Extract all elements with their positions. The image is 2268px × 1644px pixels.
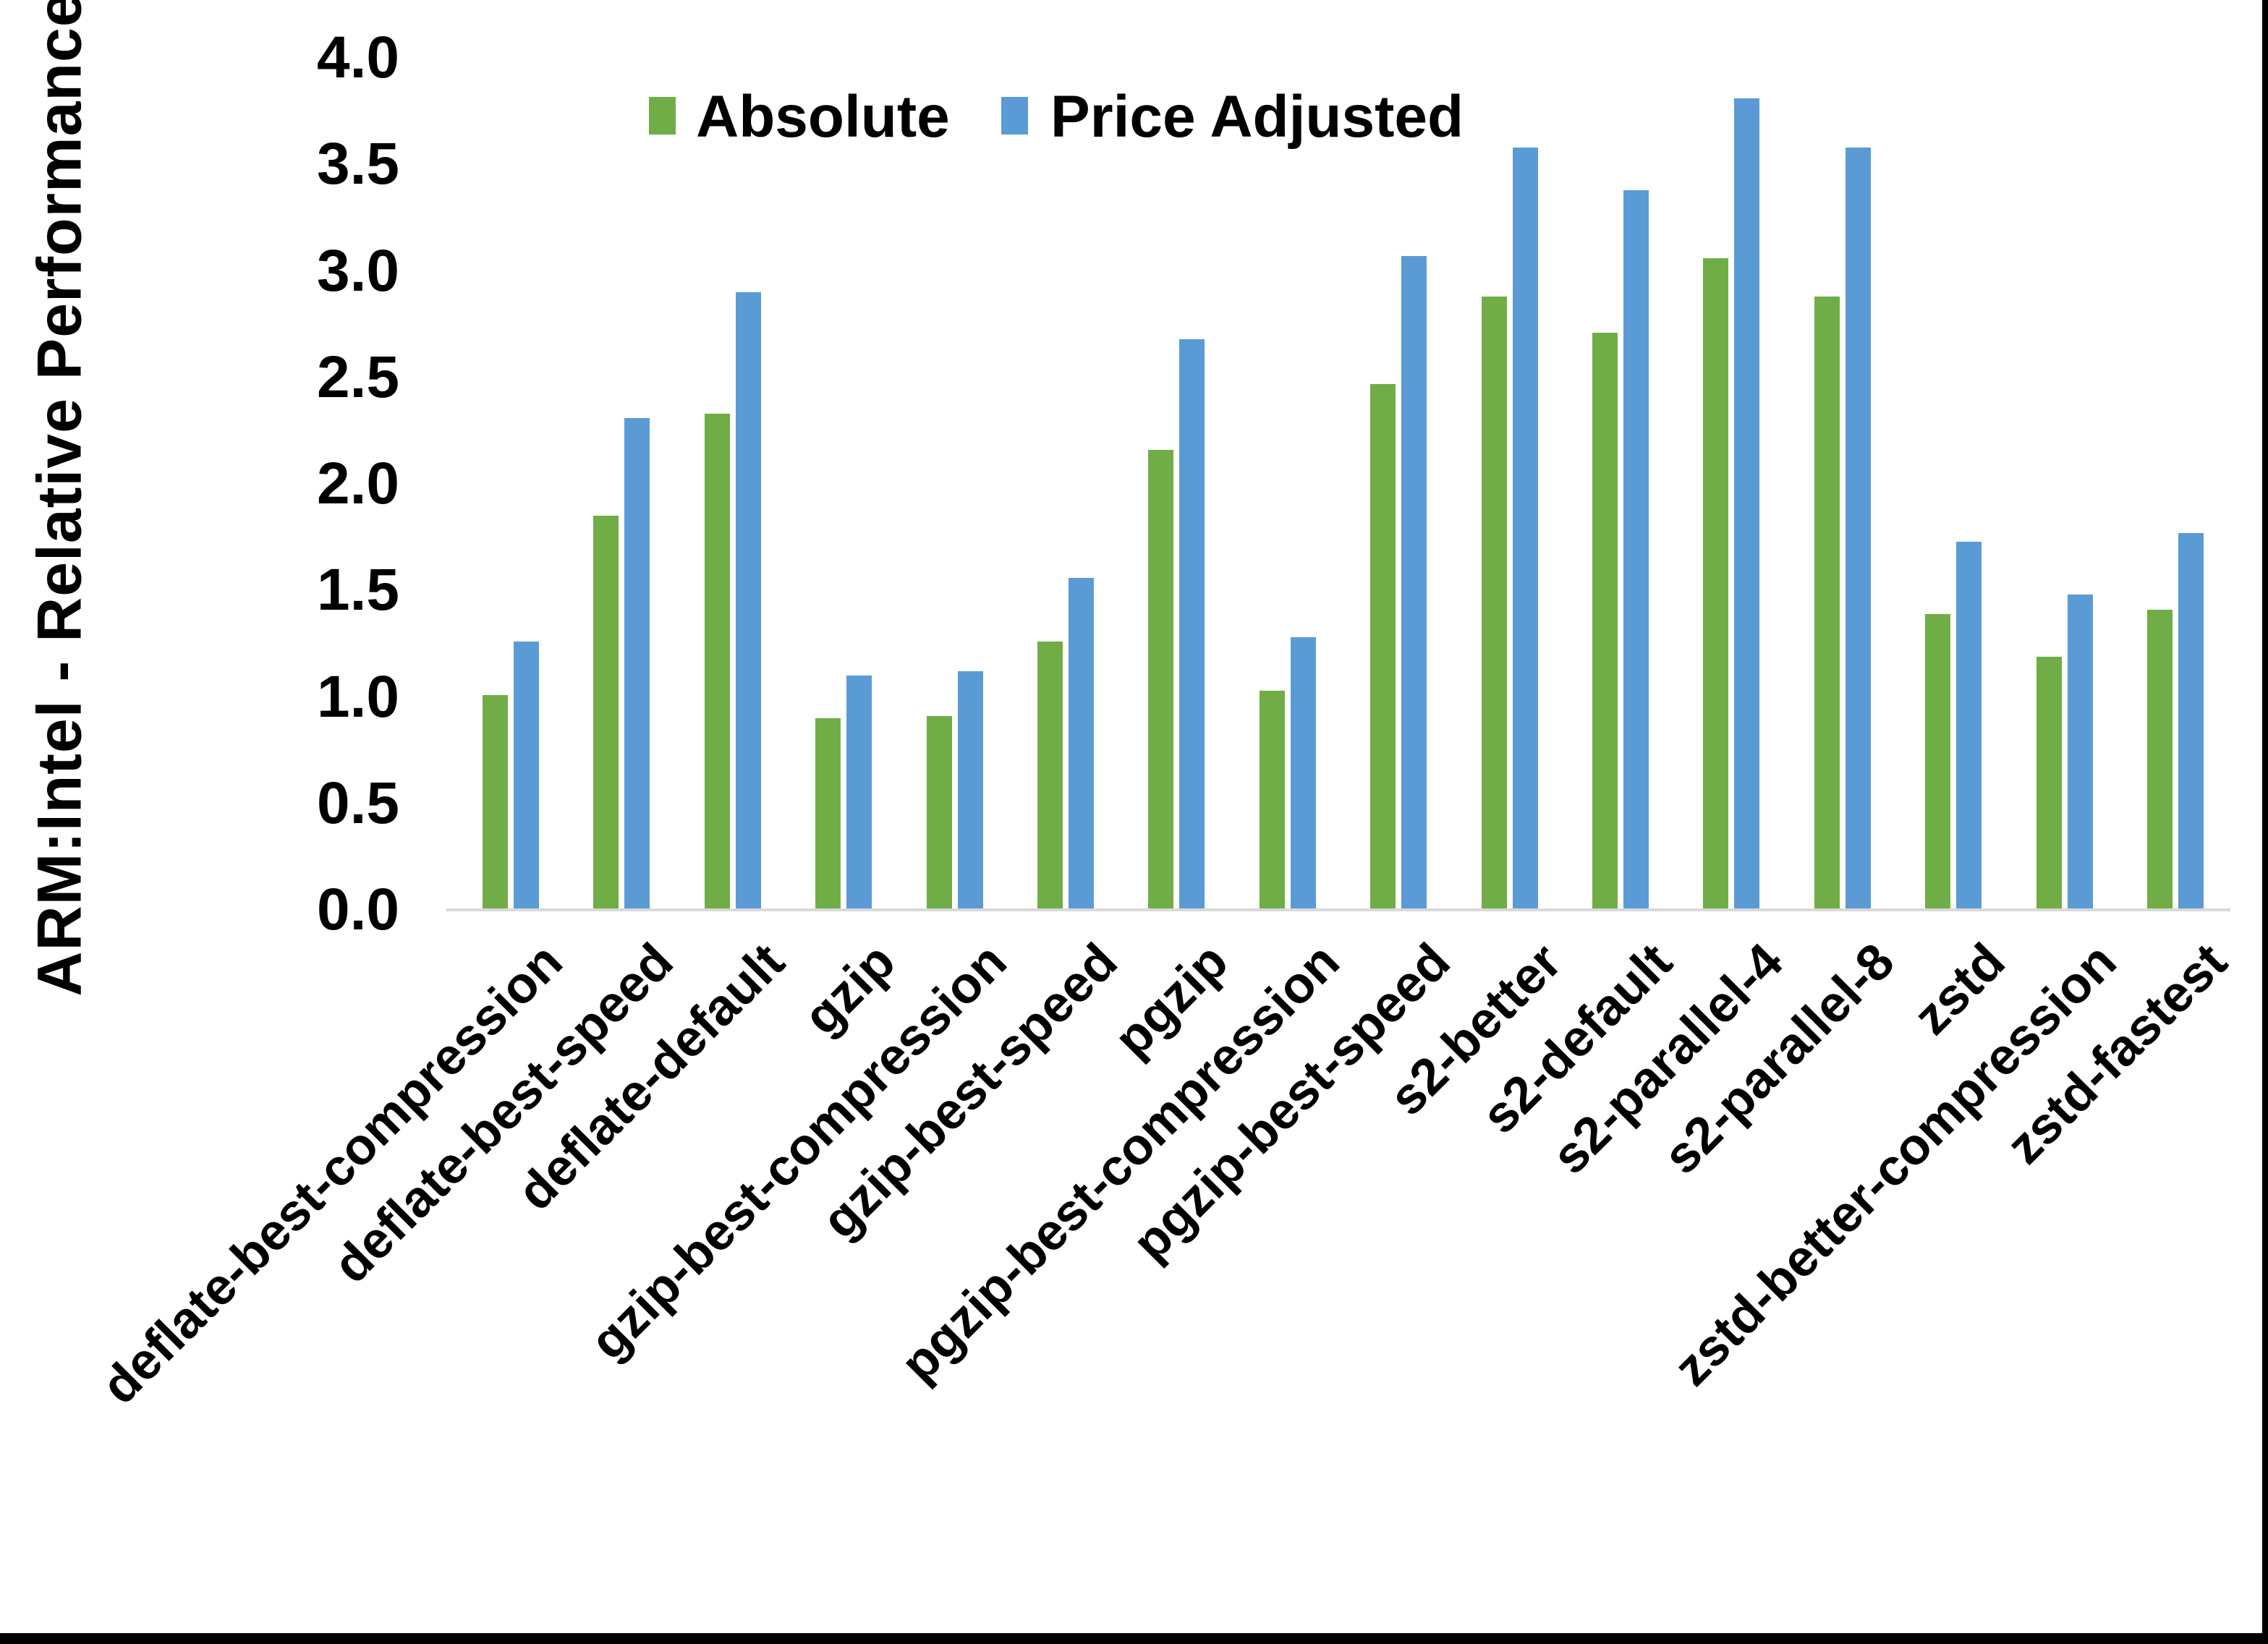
bar-pgzip-best-compression-absolute [1259,690,1285,910]
bar-deflate-best-compression-absolute [483,694,508,910]
bar-zstd-fastest-price-adjusted [2178,532,2204,910]
legend-swatch-price-adjusted-icon [1001,97,1028,135]
bar-s2-default-price-adjusted [1623,189,1649,910]
y-tick-label-2.0: 2.0 [317,451,399,516]
y-tick-label-3.5: 3.5 [317,131,399,197]
figure-border-bottom [0,1633,2268,1644]
bar-deflate-best-speed-price-adjusted [624,417,650,910]
bar-deflate-default-absolute [704,413,730,910]
legend-swatch-absolute-icon [649,97,676,135]
bar-s2-better-price-adjusted [1512,147,1538,910]
y-tick-label-0.0: 0.0 [317,877,399,942]
bar-deflate-best-speed-absolute [593,516,619,910]
bar-gzip-absolute [815,717,841,910]
y-tick-label-4.0: 4.0 [317,25,399,90]
bar-gzip-best-compression-price-adjusted [957,671,983,910]
bar-pgzip-absolute [1148,449,1174,910]
bar-s2-parallel-4-price-adjusted [1734,98,1760,910]
y-axis-title: ARM:Intel - Relative Performance [25,0,95,997]
bar-zstd-price-adjusted [1956,541,1982,910]
bar-deflate-default-price-adjusted [735,291,761,910]
bar-s2-parallel-4-absolute [1703,257,1729,910]
y-tick-label-1.0: 1.0 [317,663,399,730]
bar-pgzip-best-speed-absolute [1370,383,1396,910]
legend-label-price-adjusted: Price Adjusted [1050,84,1464,150]
y-tick-label-2.5: 2.5 [317,344,399,410]
legend-label-absolute: Absolute [696,84,950,150]
bar-deflate-best-compression-price-adjusted [514,641,539,910]
y-tick-label-3.0: 3.0 [317,237,399,304]
bar-s2-parallel-8-price-adjusted [1845,147,1871,910]
bar-s2-default-absolute [1592,332,1618,910]
bar-gzip-best-speed-price-adjusted [1069,577,1094,910]
y-tick-label-1.5: 1.5 [317,557,399,623]
y-tick-label-0.5: 0.5 [317,770,399,836]
bar-gzip-price-adjusted [846,676,872,910]
bar-zstd-better-compression-absolute [2036,656,2062,910]
bar-s2-better-absolute [1481,296,1507,910]
bar-zstd-better-compression-price-adjusted [2067,595,2093,910]
bar-pgzip-best-compression-price-adjusted [1290,637,1316,910]
bar-zstd-fastest-absolute [2147,609,2173,910]
bar-pgzip-best-speed-price-adjusted [1401,255,1427,910]
bar-gzip-best-speed-absolute [1037,641,1063,910]
bar-zstd-absolute [1925,613,1951,910]
bar-s2-parallel-8-absolute [1814,296,1840,910]
x-axis-line [446,908,2230,911]
bar-gzip-best-compression-absolute [926,716,952,910]
bar-pgzip-price-adjusted [1179,338,1205,910]
figure-border-right [2262,0,2268,1644]
